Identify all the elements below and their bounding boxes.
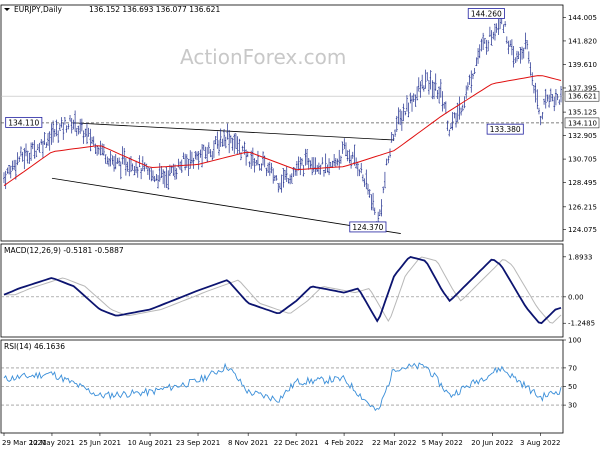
price-y-tick-label: 139.610 [568, 61, 597, 69]
price-title-symbol: EURJPY,Daily [14, 5, 63, 14]
rsi-line [3, 362, 562, 412]
rsi-y-tick-label: 70 [568, 364, 577, 372]
macd-title: MACD(12,26,9) -0.5181 -0.5887 [4, 246, 124, 255]
annotation-low-jul-2022-box [486, 123, 524, 135]
last-price-label: 136.621 [568, 93, 597, 101]
annotation-low-mar-2022-box [349, 221, 387, 233]
trendline-lower [51, 177, 401, 234]
x-tick-label: 12 May 2021 [29, 439, 75, 447]
macd-y-tick-label: 0.00 [568, 293, 584, 301]
rsi-y-tick-label: 30 [568, 402, 577, 410]
rsi-panel: 100 70 50 30 RSI(14) 46.1636 [0, 337, 581, 434]
price-y-tick-label: 141.820 [568, 37, 597, 45]
price-y-tick-label: 144.005 [568, 14, 597, 22]
macd-line [3, 256, 562, 325]
x-tick-label: 22 Mar 2022 [372, 439, 416, 447]
x-tick-label: 5 May 2022 [422, 439, 463, 447]
watermark: ActionForex.com [180, 45, 346, 69]
collapse-arrow-icon[interactable] [4, 8, 10, 11]
x-tick-label: 3 Aug 2022 [520, 439, 560, 447]
rsi-title: RSI(14) 46.1636 [4, 342, 65, 351]
price-y-tick-label: 128.495 [568, 179, 597, 187]
x-tick-label: 29 Mar 2021 [2, 439, 46, 447]
x-tick-label: 10 Aug 2021 [128, 439, 173, 447]
macd-panel: 1.8933 0.00 -1.2485 MACD(12,26,9) -0.5181 … [0, 243, 595, 338]
annotation-low-jul-2022: 133.380 [490, 125, 521, 134]
rsi-y-tick-label: 50 [568, 383, 577, 391]
price-y-tick-label: 137.395 [568, 84, 597, 92]
macd-y-tick-label: -1.2485 [568, 320, 595, 328]
annotation-high-2022-box [467, 8, 505, 19]
price-y-tick-label: 135.125 [568, 109, 597, 117]
price-title-ohlc: 136.152 136.693 136.077 136.621 [89, 5, 220, 14]
x-tick-label: 23 Sep 2021 [176, 439, 220, 447]
annotation-high-2022: 144.260 [471, 9, 502, 18]
level-line-label-box [564, 117, 600, 129]
annotation-low-mar-2022: 124.370 [352, 223, 383, 232]
price-y-tick-label: 126.215 [568, 203, 597, 211]
macd-frame [0, 243, 564, 338]
moving-average-line [3, 75, 562, 187]
price-y-tick-label: 124.075 [568, 226, 597, 234]
x-tick-label: 20 Jun 2022 [471, 439, 513, 447]
x-tick-label: 25 Jun 2021 [79, 439, 121, 447]
level-line-label: 134.110 [568, 119, 597, 127]
price-y-tick-label: 130.705 [568, 156, 597, 164]
rsi-y-tick-label: 100 [568, 337, 581, 345]
annotation-high-2021-box [5, 116, 43, 128]
x-tick-label: 4 Feb 2022 [325, 439, 364, 447]
price-y-tick-label: 132.905 [568, 132, 597, 140]
x-tick-label: 8 Nov 2021 [228, 439, 268, 447]
trendline-upper [73, 122, 395, 141]
macd-y-tick-label: 1.8933 [568, 253, 593, 261]
last-price-label-box [564, 90, 600, 102]
price-panel: ActionForex.com 134.110 144.260 133.380 124… [0, 4, 600, 242]
annotation-high-2021: 134.110 [8, 118, 39, 127]
x-tick-label: 22 Dec 2021 [274, 439, 319, 447]
